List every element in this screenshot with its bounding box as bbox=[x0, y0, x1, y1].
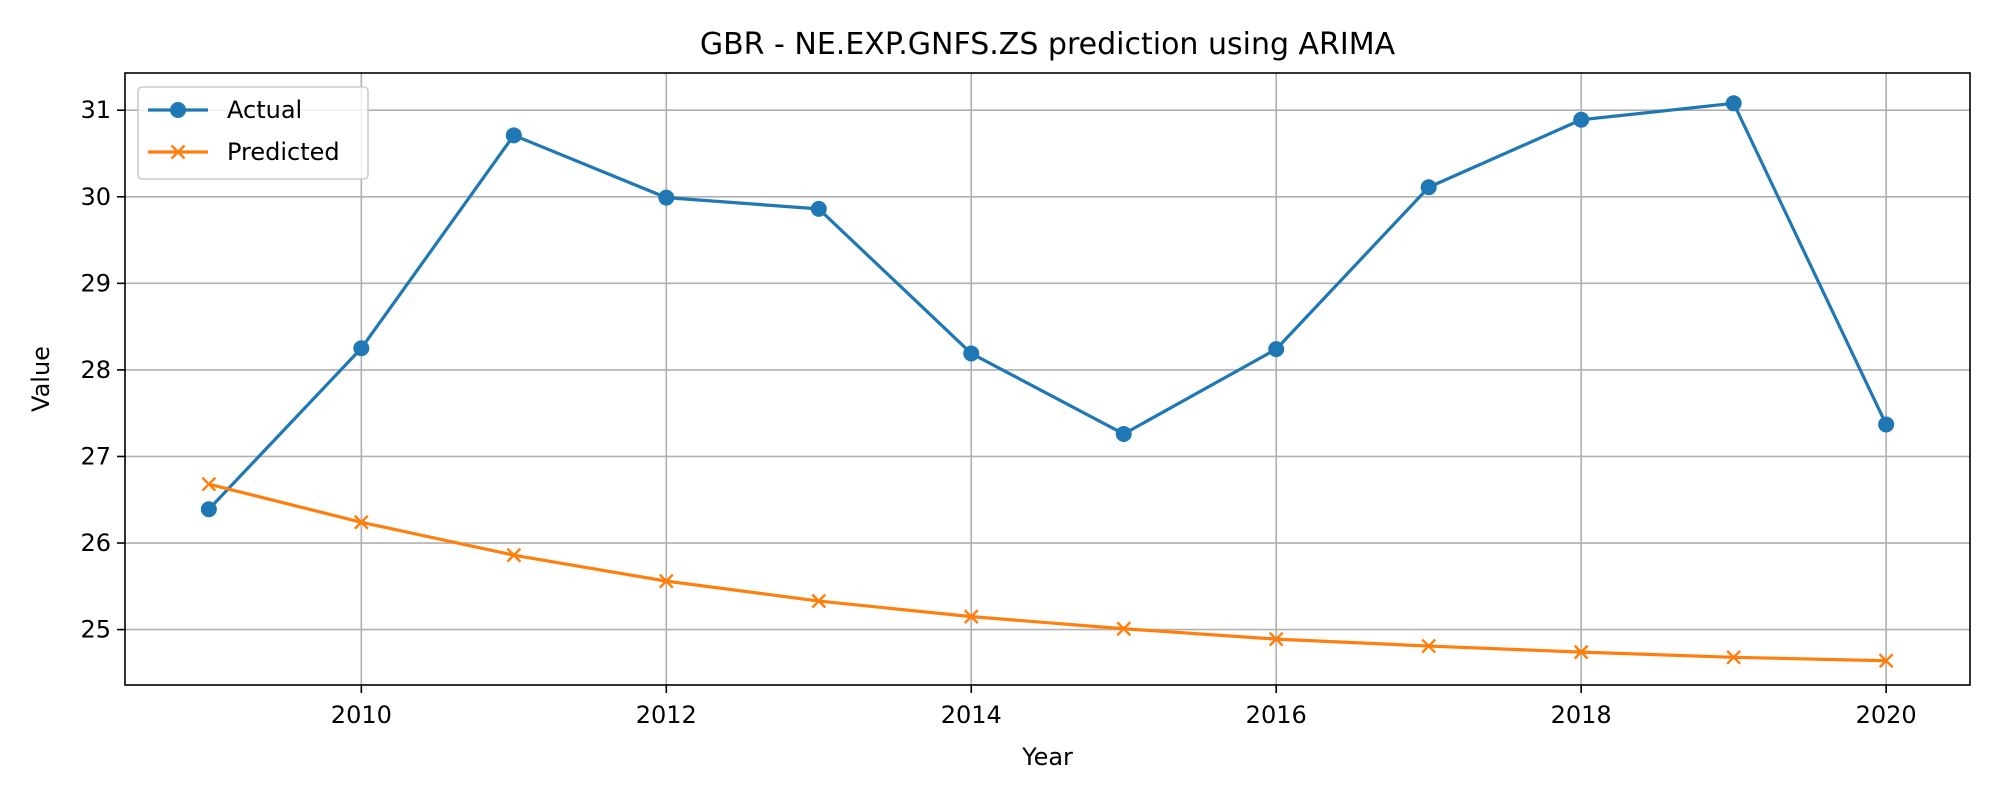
data-point-predicted bbox=[1116, 621, 1132, 637]
legend-label-actual: Actual bbox=[227, 96, 302, 124]
legend-label-predicted: Predicted bbox=[227, 138, 340, 166]
axis-ticks: 2010 2012 2014 2016 2018 2020 25 26 27 28 29 30 31 bbox=[80, 96, 1916, 729]
series-line-predicted bbox=[208, 482, 1887, 663]
data-point-predicted bbox=[811, 593, 827, 609]
x-tick-label: 2010 bbox=[331, 701, 392, 729]
data-point-actual bbox=[505, 127, 522, 144]
data-point-actual bbox=[1115, 425, 1132, 442]
data-point-actual bbox=[1268, 341, 1285, 358]
y-tick-label: 30 bbox=[80, 183, 111, 211]
x-tick-label: 2018 bbox=[1551, 701, 1612, 729]
data-point-predicted bbox=[658, 573, 674, 589]
chart-title: GBR - NE.EXP.GNFS.ZS prediction using AR… bbox=[700, 27, 1396, 62]
data-point-actual bbox=[810, 200, 827, 217]
data-point-actual bbox=[1420, 179, 1437, 196]
x-axis-label: Year bbox=[1021, 743, 1073, 771]
y-tick-label: 27 bbox=[80, 442, 111, 470]
data-point-actual bbox=[200, 501, 217, 518]
data-point-predicted bbox=[1878, 653, 1894, 669]
y-tick-label: 28 bbox=[80, 356, 111, 384]
y-tick-label: 31 bbox=[80, 96, 111, 124]
data-point-predicted bbox=[963, 609, 979, 624]
legend-marker-circle bbox=[170, 102, 186, 118]
data-point-actual bbox=[1573, 111, 1590, 128]
grid bbox=[125, 73, 1970, 685]
data-point-actual bbox=[658, 189, 675, 206]
legend-marker-x bbox=[170, 144, 186, 160]
plot-frame bbox=[124, 72, 1971, 686]
series-layer bbox=[200, 95, 1895, 669]
data-point-predicted bbox=[353, 514, 369, 530]
data-point-actual bbox=[1878, 416, 1895, 433]
y-axis-label: Value bbox=[27, 346, 55, 412]
legend: Actual Predicted bbox=[137, 86, 369, 180]
x-tick-label: 2020 bbox=[1856, 701, 1917, 729]
data-point-actual bbox=[963, 345, 980, 362]
series-line-actual bbox=[207, 101, 1888, 511]
x-tick-label: 2016 bbox=[1246, 701, 1307, 729]
y-tick-label: 26 bbox=[80, 529, 111, 557]
data-point-predicted bbox=[1268, 631, 1284, 647]
data-point-predicted bbox=[1726, 649, 1742, 665]
data-point-predicted bbox=[506, 547, 522, 563]
x-tick-label: 2014 bbox=[941, 701, 1002, 729]
data-point-predicted bbox=[201, 476, 217, 492]
y-tick-label: 29 bbox=[80, 269, 111, 297]
data-point-predicted bbox=[1421, 638, 1437, 654]
data-point-predicted bbox=[1573, 644, 1589, 660]
data-point-actual bbox=[353, 340, 370, 357]
y-tick-label: 25 bbox=[80, 616, 111, 644]
data-point-actual bbox=[1725, 95, 1742, 112]
x-tick-label: 2012 bbox=[636, 701, 697, 729]
